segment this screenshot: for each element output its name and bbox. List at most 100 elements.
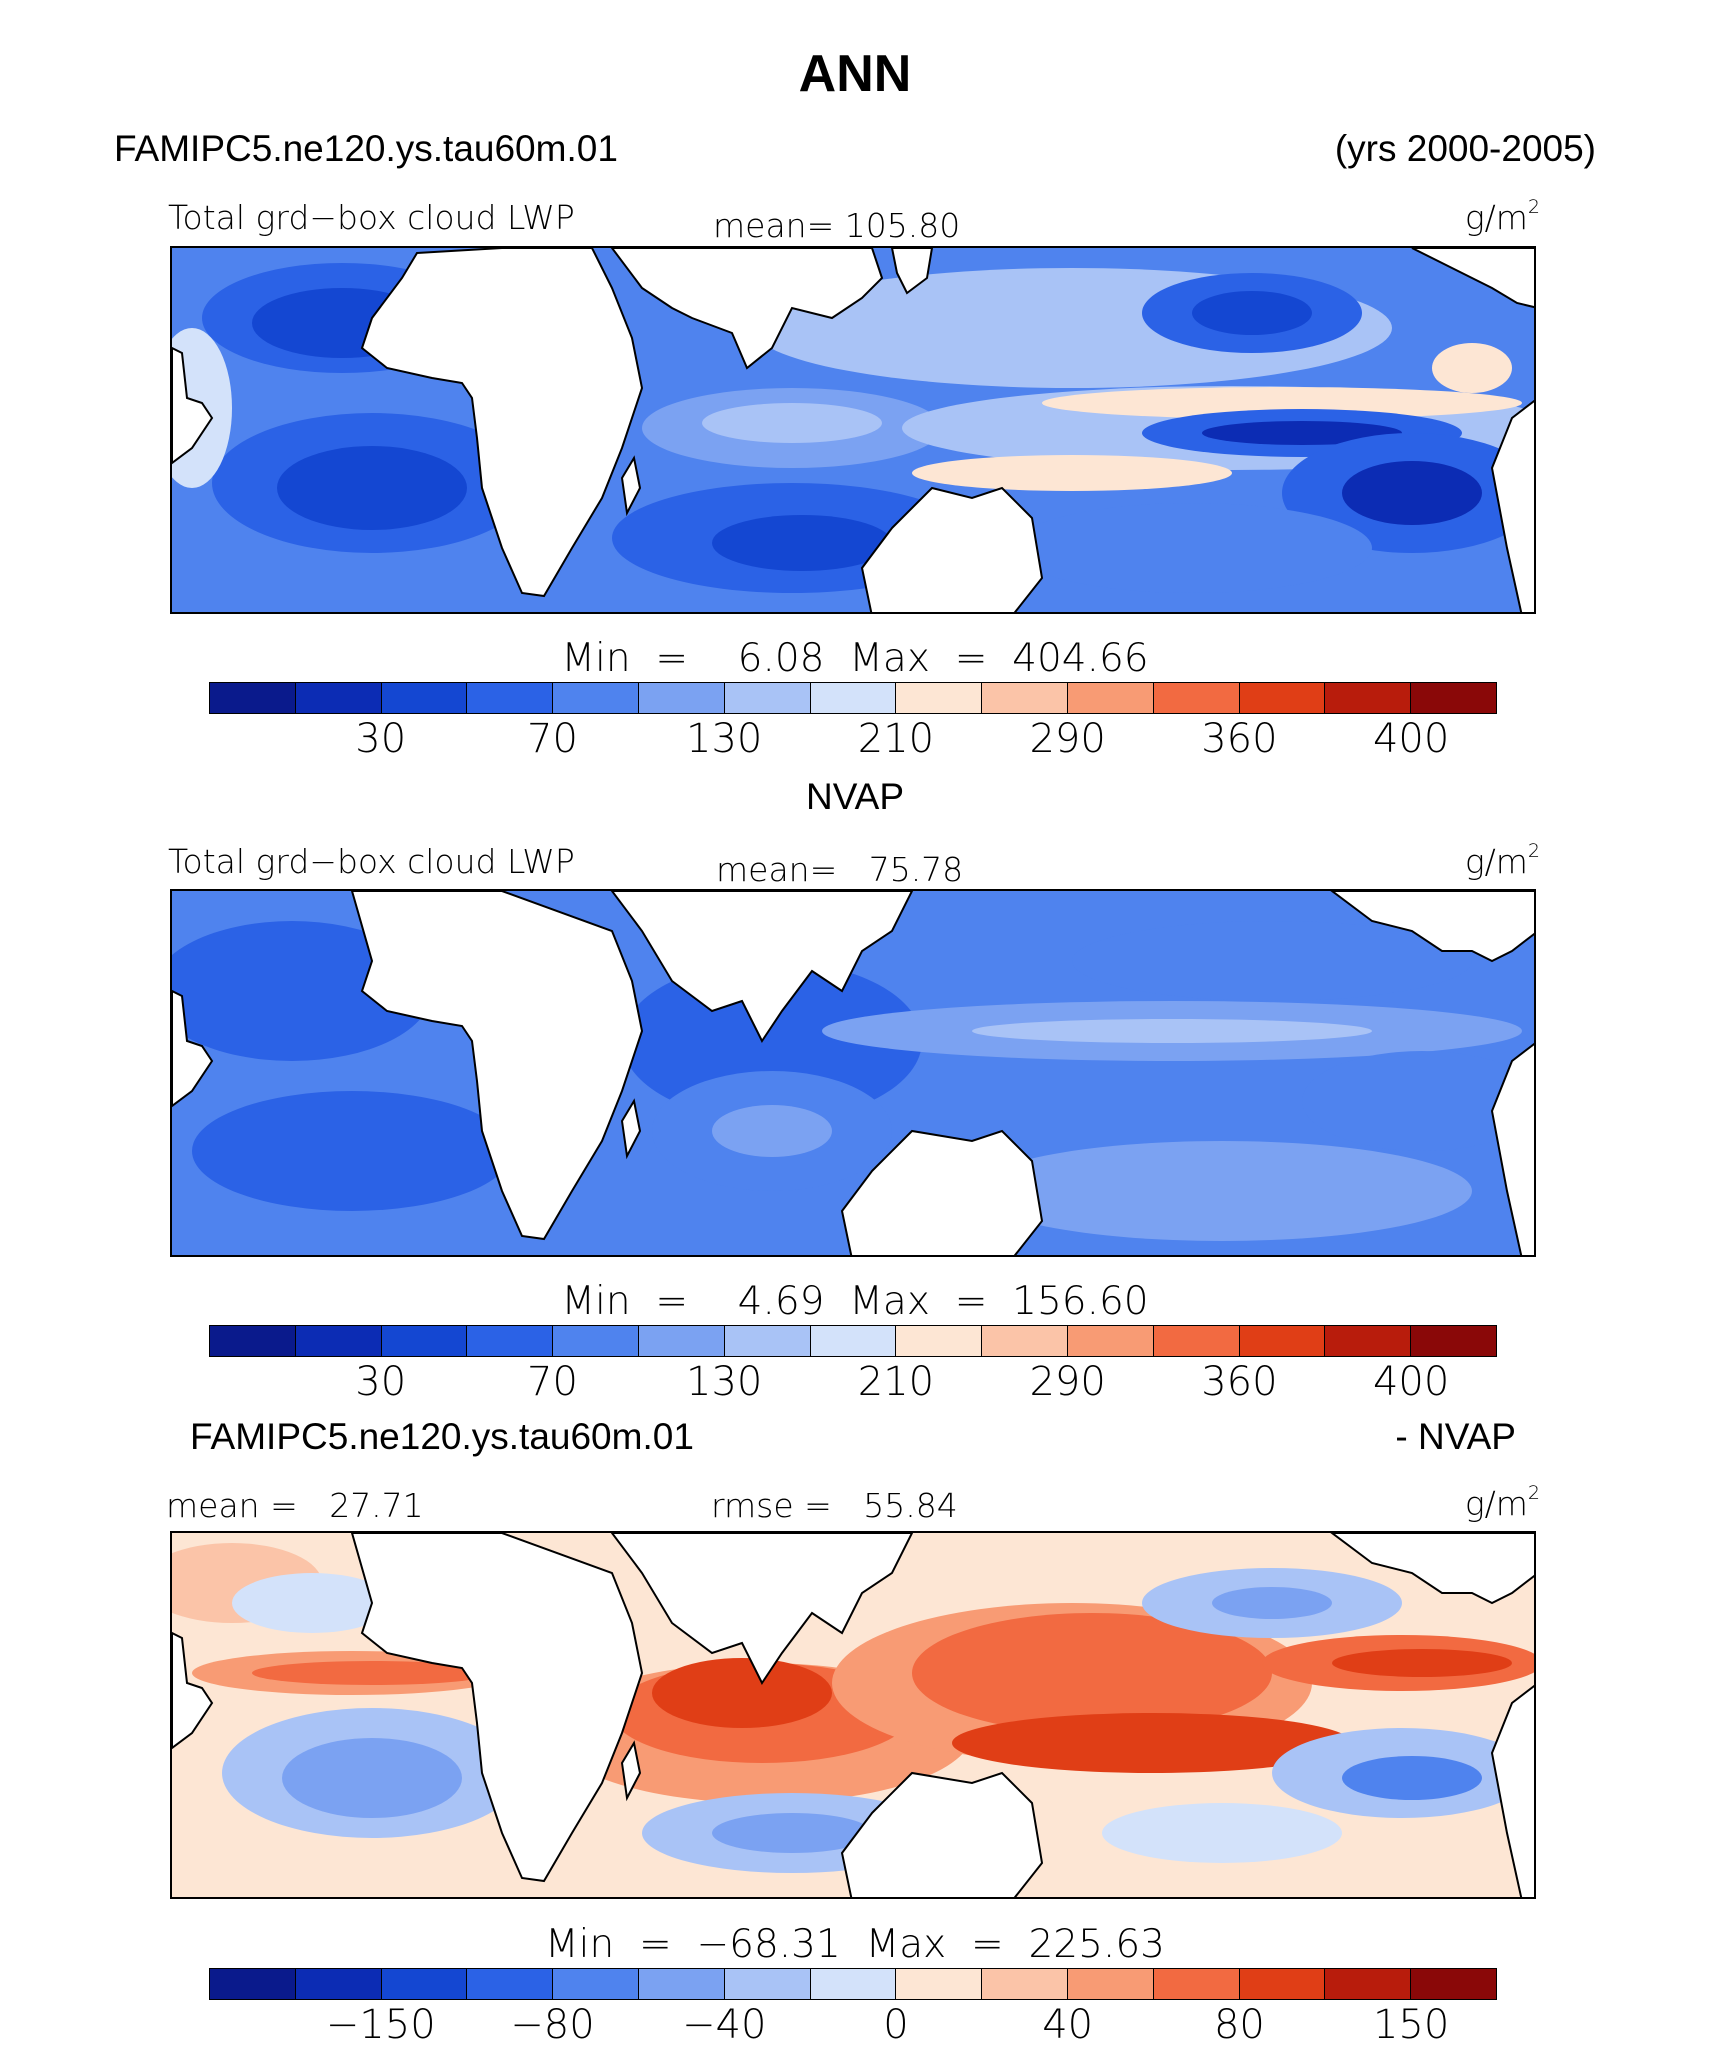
panel2-americas-west [1490,1042,1534,1255]
panel2-blob [712,1105,832,1157]
panel1-colorbar [209,682,1497,714]
colorbar-swatch [210,1326,296,1356]
colorbar-tick-label: 210 [857,1359,935,1405]
panel1-blob [1342,461,1482,525]
colorbar-swatch [1411,683,1496,713]
colorbar-tick-label: 360 [1201,1359,1278,1405]
panel2-madagascar [620,1098,642,1160]
panel3-colorbar [209,1968,1497,2000]
colorbar-swatch [553,683,639,713]
colorbar-swatch [638,683,725,713]
colorbar-swatch [896,683,983,713]
colorbar-swatch [553,1969,639,1999]
colorbar-swatch [1153,1969,1240,1999]
panel2-blob [972,1141,1472,1241]
panel2-ticks: 30 70 130 210 290 360 400 [0,1359,1710,1409]
panel3-blob [912,1613,1272,1733]
panel3-australia [840,1771,1044,1897]
panel1-map [170,246,1536,614]
colorbar-swatch [1325,683,1412,713]
colorbar-tick-label: −80 [510,2002,595,2048]
panel1-ticks: 30 70 130 210 290 360 400 [0,716,1710,766]
panel2-south-america [172,989,214,1108]
colorbar-tick-label: 290 [1029,716,1106,762]
panel1-map-svg [172,248,1534,612]
colorbar-swatch [1239,1326,1326,1356]
panel3-blob [952,1713,1352,1773]
panel3-minmax: Min = −68.31 Max = 225.63 [545,1922,1165,1967]
colorbar-swatch [467,1969,554,1999]
panel1-asia [610,248,884,370]
panel1-unit-text: g/m [1464,198,1528,237]
panel1-unit: g/m2 [1464,196,1540,237]
panel3-heading-left: FAMIPC5.ne120.ys.tau60m.01 [190,1416,694,1457]
panel1-blob [1202,421,1402,445]
panel2-australia [840,1129,1044,1255]
panel2-heading: NVAP [805,776,904,817]
panel1-americas-west [1490,399,1534,612]
panel3-madagascar [620,1740,642,1802]
panel3-map-svg [172,1533,1534,1897]
colorbar-swatch [1411,1326,1496,1356]
colorbar-swatch [982,1326,1068,1356]
panel3-north-america [1330,1533,1534,1605]
panel1-blob [702,403,882,443]
colorbar-swatch [381,1969,468,1999]
panel3-blob [652,1658,832,1728]
case-name: FAMIPC5.ne120.ys.tau60m.01 [114,128,618,169]
colorbar-tick-label: 30 [355,716,407,762]
colorbar-swatch [1325,1969,1412,1999]
panel2-north-america [1330,891,1534,963]
panel3-map [170,1531,1536,1899]
figure-title: ANN [798,45,912,103]
panel2-field-label: Total grd−box cloud LWP [168,842,575,881]
panel3-americas-west [1490,1684,1534,1897]
panel2-minmax: Min = 4.69 Max = 156.60 [561,1279,1149,1324]
colorbar-swatch [467,683,554,713]
panel1-south-america [172,346,214,465]
panel2-blob [192,1091,512,1211]
colorbar-tick-label: −40 [681,2002,767,2048]
colorbar-swatch [295,1969,382,1999]
panel3-blob [232,1573,392,1633]
colorbar-swatch [1411,1969,1496,1999]
panel1-madagascar [620,455,642,517]
panel3-blob [1212,1587,1332,1619]
panel3-heading-right: - NVAP [1395,1416,1516,1457]
panel2-blob [1302,1051,1534,1151]
colorbar-swatch [1239,683,1326,713]
colorbar-swatch [1239,1969,1326,1999]
colorbar-tick-label: 80 [1213,2002,1265,2048]
panel1-field-label: Total grd−box cloud LWP [168,198,575,237]
colorbar-swatch [810,1969,897,1999]
panel1-mean: mean= 105.80 [713,206,961,245]
panel3-asia [610,1533,914,1685]
colorbar-tick-label: 70 [527,716,578,762]
panel3-africa [350,1533,644,1883]
panel3-south-america [172,1631,214,1750]
colorbar-swatch [210,1969,296,1999]
panel3-rmse: rmse = 55.84 [711,1486,958,1525]
panel3-blob [252,1661,492,1685]
panel2-map-svg [172,891,1534,1255]
years-range: (yrs 2000-2005) [1334,128,1596,169]
panel2-blob [172,921,432,1061]
colorbar-tick-label: 210 [857,716,935,762]
colorbar-tick-label: 360 [1201,716,1278,762]
colorbar-swatch [381,683,468,713]
colorbar-swatch [1325,1326,1412,1356]
colorbar-tick-label: 400 [1372,1359,1450,1405]
colorbar-swatch [1153,1326,1240,1356]
panel3-unit-text: g/m [1464,1484,1528,1523]
panel1-blob [277,446,467,530]
panel1-north-america [1411,248,1534,309]
colorbar-swatch [295,683,382,713]
colorbar-swatch [638,1326,725,1356]
colorbar-tick-label: 150 [1372,2002,1450,2048]
colorbar-swatch [1153,683,1240,713]
colorbar-tick-label: 400 [1372,716,1450,762]
colorbar-swatch [982,1969,1068,1999]
colorbar-swatch [553,1326,639,1356]
colorbar-swatch [467,1326,554,1356]
panel2-colorbar [209,1325,1497,1357]
